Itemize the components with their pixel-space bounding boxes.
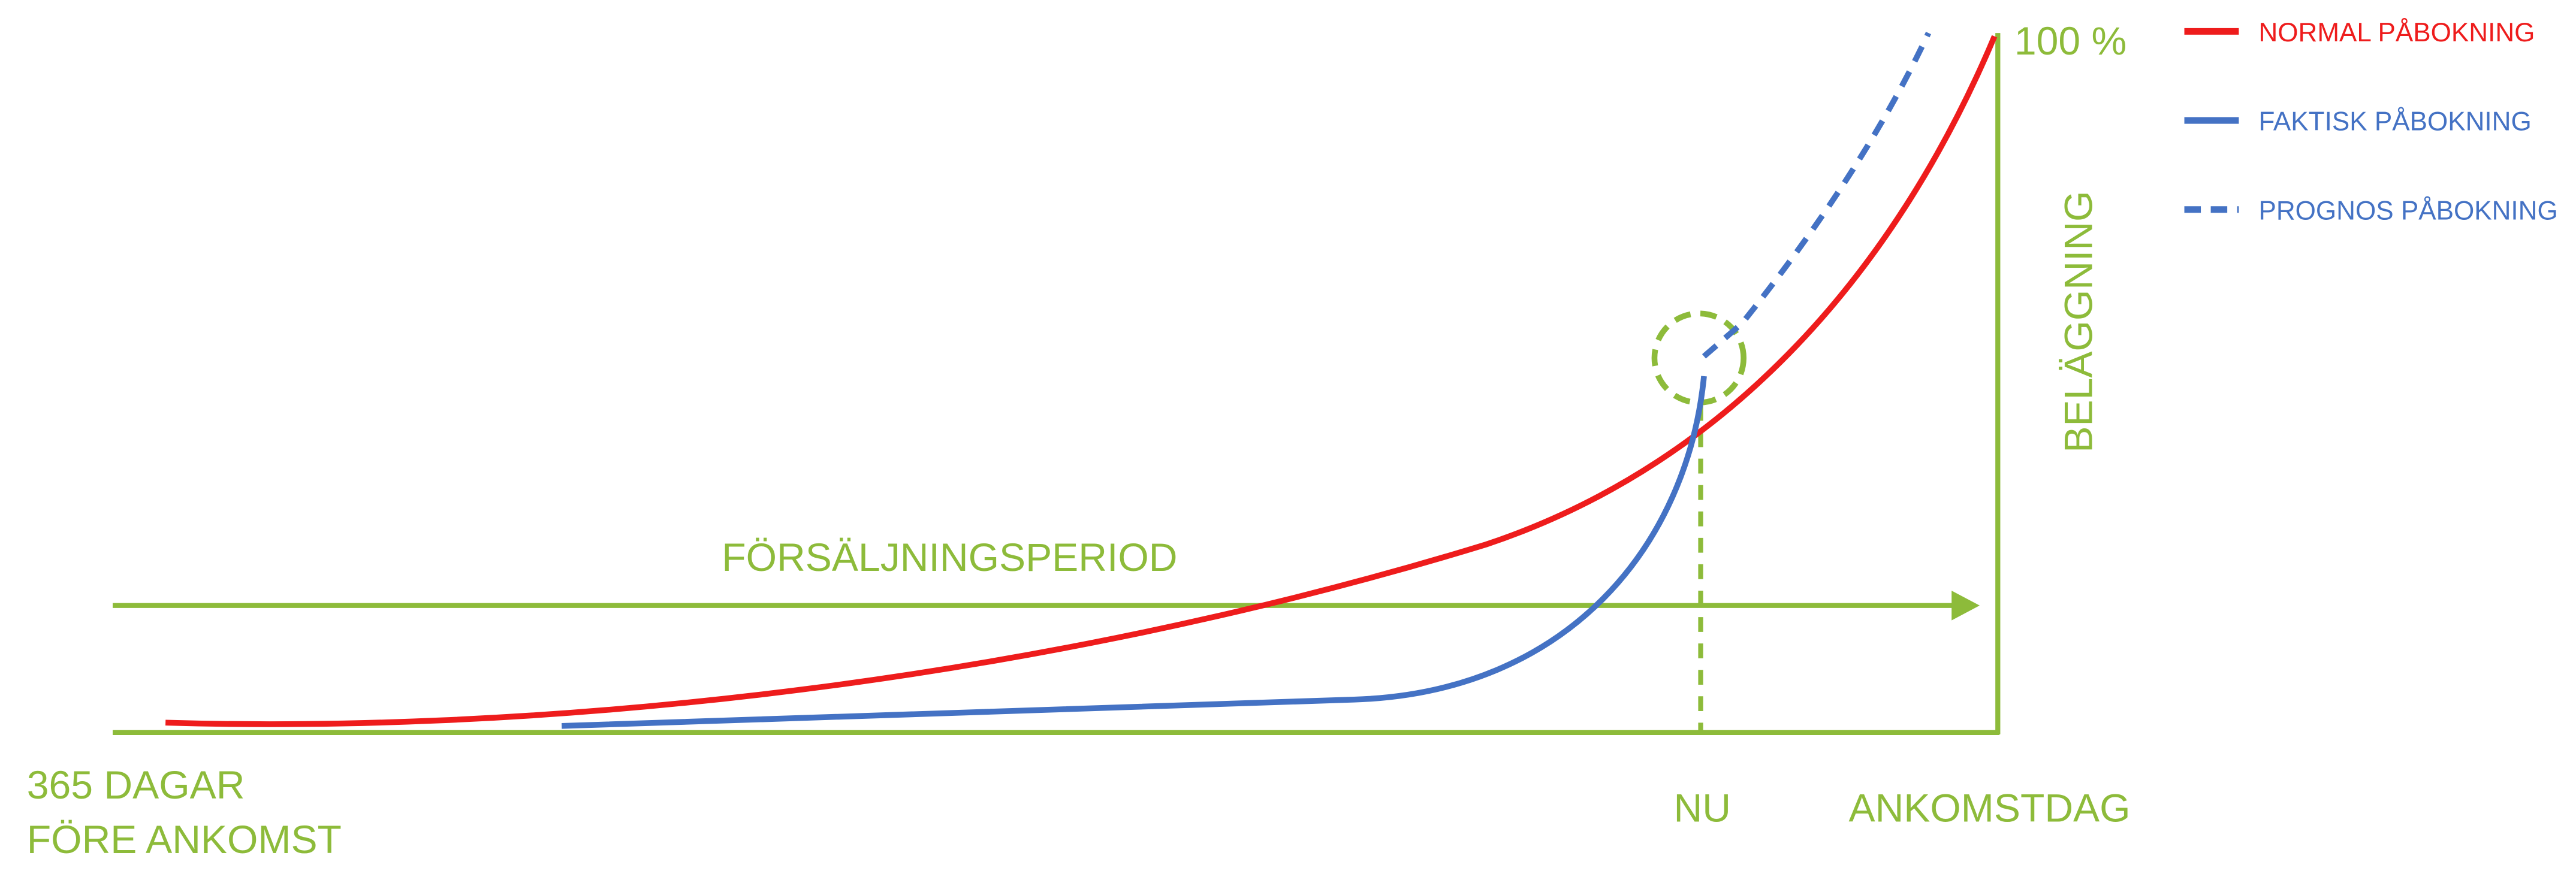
- actual-curve: [561, 376, 1707, 729]
- legend-label: NORMAL PÅBOKNING: [2258, 18, 2535, 47]
- legend-label: FAKTISK PÅBOKNING: [2258, 107, 2531, 137]
- top-label: 100 %: [2014, 19, 2126, 63]
- period-label: FÖRSÄLJNINGSPERIOD: [722, 536, 1177, 580]
- arrow-head: [1951, 591, 1980, 621]
- y-label: BELÄGGNING: [2056, 191, 2101, 453]
- x-start-label: 365 DAGAR: [27, 763, 245, 808]
- now-circle: [1651, 310, 1747, 406]
- now-label: NU: [1674, 787, 1731, 831]
- legend-label: PROGNOS PÅBOKNING: [2258, 196, 2557, 225]
- x-start-label: FÖRE ANKOMST: [27, 818, 342, 862]
- forecast-curve: [1702, 32, 1931, 359]
- x-end-label: ANKOMSTDAG: [1849, 787, 2131, 831]
- normal-curve: [165, 35, 1998, 727]
